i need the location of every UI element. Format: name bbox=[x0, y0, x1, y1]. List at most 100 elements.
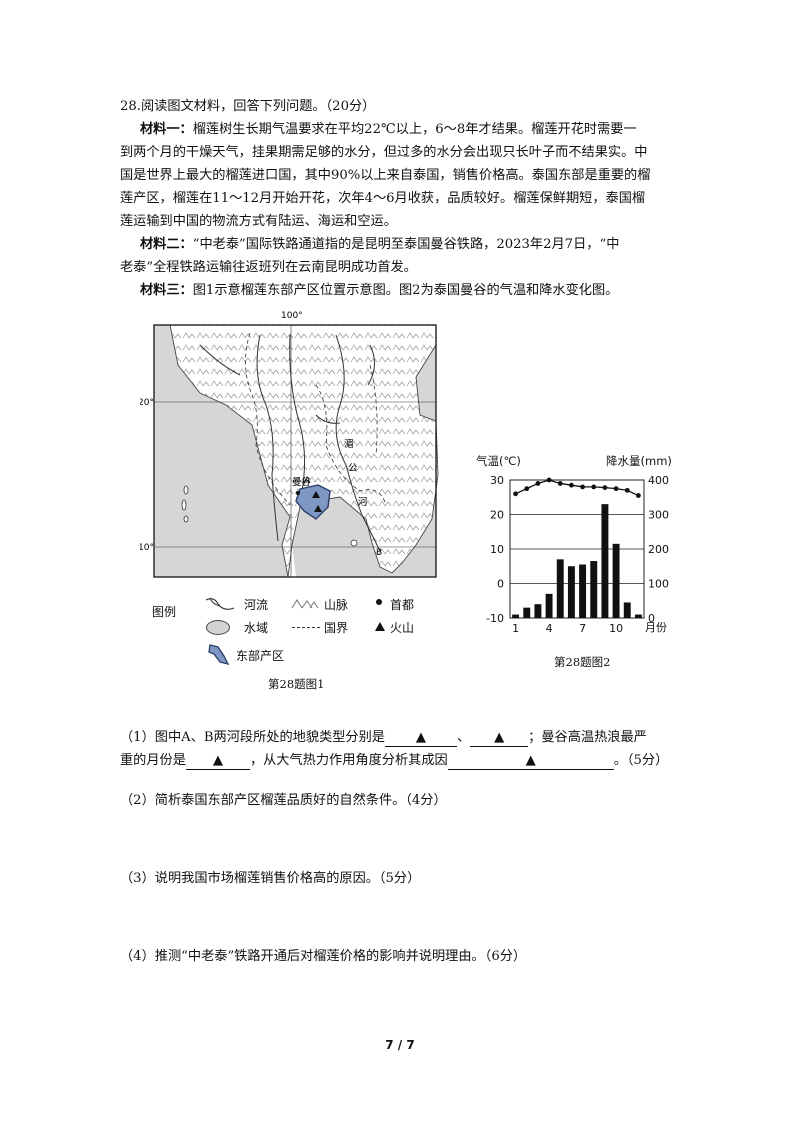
mekong-char-3: 河 bbox=[358, 496, 368, 508]
volcano-icon-2 bbox=[314, 505, 322, 512]
triangle-marker: ▲ bbox=[525, 753, 536, 768]
temp-point bbox=[513, 491, 518, 497]
temp-tick-label: 20 bbox=[490, 509, 504, 522]
legend-water: 水域 bbox=[244, 621, 269, 635]
answer-blank-4[interactable]: ▲ bbox=[447, 753, 614, 770]
temp-point bbox=[624, 487, 630, 493]
triangle-marker: ▲ bbox=[415, 730, 427, 745]
mekong-char-2: 公 bbox=[348, 463, 358, 474]
month-tick-label: 4 bbox=[546, 622, 553, 635]
month-tick-label: 10 bbox=[609, 622, 623, 635]
page-number: 7 / 7 bbox=[385, 1038, 415, 1052]
material-1-line-1: 材料一：榴莲树生长期气温要求在平均22℃以上，6～8年才结果。榴莲开花时需要一 bbox=[140, 119, 637, 141]
temp-point bbox=[524, 486, 530, 492]
river-3 bbox=[335, 334, 381, 552]
q1-text-c: ；曼谷高温热浪最严 bbox=[528, 730, 647, 745]
border-2 bbox=[315, 384, 387, 506]
temp-tick-label: -10 bbox=[486, 612, 504, 625]
material-1-label: 材料一： bbox=[140, 122, 193, 137]
capital-legend-icon bbox=[376, 599, 382, 605]
temp-point bbox=[613, 486, 619, 492]
temp-point bbox=[546, 477, 552, 483]
lat-10-label: 10° bbox=[140, 543, 154, 553]
material-2-label: 材料二： bbox=[140, 237, 193, 252]
precip-tick-label: 300 bbox=[648, 509, 669, 522]
precip-tick-label: 100 bbox=[648, 578, 669, 591]
river-legend-icon bbox=[205, 597, 235, 610]
precip-bar bbox=[634, 614, 642, 618]
precip-bar bbox=[623, 602, 631, 618]
legend-river: 河流 bbox=[244, 598, 269, 612]
precip-bar bbox=[545, 593, 553, 618]
precip-tick-label: 400 bbox=[648, 474, 669, 487]
material-2-line-1: 材料二：“中老泰”国际铁路通道指的是昆明至泰国曼谷铁路，2023年2月7日，“中 bbox=[140, 234, 619, 256]
triangle-marker: ▲ bbox=[212, 753, 224, 768]
region-legend-icon bbox=[208, 644, 230, 665]
temp-point bbox=[580, 484, 585, 490]
x-axis-label: 月份 bbox=[645, 621, 667, 634]
volcano-legend-icon bbox=[375, 622, 385, 631]
mekong-char-1: 湄 bbox=[344, 439, 354, 450]
border-3 bbox=[369, 364, 378, 456]
mountain-legend-icon bbox=[291, 599, 319, 609]
temp-point bbox=[569, 482, 574, 488]
material-1-line-4: 莲产区，榴莲在11～12月开始开花，次年4～6月收获，品质较好。榴莲保鲜期短，泰… bbox=[120, 191, 646, 206]
temp-point bbox=[602, 485, 608, 490]
precip-axis-label: 降水量(mm) bbox=[606, 454, 672, 468]
plot-frame bbox=[509, 479, 645, 619]
legend-capital: 首都 bbox=[390, 598, 415, 612]
volcano-icon bbox=[312, 491, 320, 498]
climate-chart: 气温(℃) 降水量(mm) 月份 3020100-104003002001000… bbox=[476, 454, 672, 635]
question-1-line-1: （1）图中A、B两河段所处的地貌类型分别是 ▲ 、 ▲ ；曼谷高温热浪最严 bbox=[120, 727, 647, 749]
precip-bar bbox=[579, 564, 587, 618]
question-title: 28.阅读图文材料，回答下列问题。（20分） bbox=[120, 99, 376, 114]
label-b: B bbox=[376, 548, 382, 558]
precip-bar bbox=[556, 559, 564, 618]
material-3-label: 材料三： bbox=[140, 283, 193, 298]
material-3-text: 图1示意榴莲东部产区位置示意图。图2为泰国曼谷的气温和降水变化图。 bbox=[192, 283, 619, 298]
figure-2-caption: 第28题图2 bbox=[554, 655, 611, 669]
temp-tick-label: 10 bbox=[490, 543, 504, 556]
q1-text-e: ，从大气热力作用角度分析其成因 bbox=[249, 753, 448, 768]
legend-border: 国界 bbox=[324, 621, 349, 635]
legend-title: 图例 bbox=[152, 605, 177, 619]
gulf-of-thailand bbox=[292, 325, 438, 577]
precip-bar bbox=[590, 561, 598, 618]
material-3-line-1: 材料三：图1示意榴莲东部产区位置示意图。图2为泰国曼谷的气温和降水变化图。 bbox=[140, 280, 618, 302]
river-5 bbox=[199, 344, 241, 376]
temp-tick-label: 0 bbox=[497, 578, 504, 591]
river-1 bbox=[256, 334, 279, 542]
precip-tick-label: 0 bbox=[648, 612, 655, 625]
material-1-text: 榴莲树生长期气温要求在平均22℃以上，6～8年才结果。榴莲开花时需要一 bbox=[192, 122, 637, 137]
eastern-production-region bbox=[295, 484, 331, 520]
q1-text-d: 重的月份是 bbox=[120, 753, 186, 768]
river-2 bbox=[289, 334, 306, 492]
legend-volcano: 火山 bbox=[390, 621, 415, 635]
material-2-text: “中老泰”国际铁路通道指的是昆明至泰国曼谷铁路，2023年2月7日，“中 bbox=[192, 237, 620, 252]
label-a: A bbox=[304, 476, 311, 486]
river-6 bbox=[315, 414, 341, 424]
border-1 bbox=[245, 332, 291, 506]
temp-point bbox=[557, 481, 563, 486]
material-1-line-5: 莲运输到中国的物流方式有陆运、海运和空运。 bbox=[120, 214, 397, 229]
lat-20-label: 20° bbox=[140, 398, 154, 408]
precip-bar bbox=[512, 614, 520, 618]
temp-axis-label: 气温(℃) bbox=[476, 454, 521, 468]
material-2-line-2: 老泰”全程铁路运输往返班列在云南昆明成功首发。 bbox=[120, 260, 417, 275]
lon-label: 100° bbox=[281, 311, 303, 321]
q1-text-a: （1）图中A、B两河段所处的地貌类型分别是 bbox=[120, 730, 385, 745]
q1-text-f: 。（5分） bbox=[613, 753, 669, 768]
legend-region: 东部产区 bbox=[236, 649, 285, 663]
q1-text-b: 、 bbox=[456, 730, 471, 745]
temp-line bbox=[515, 479, 639, 497]
precip-bar bbox=[534, 604, 542, 618]
answer-blank-3[interactable]: ▲ bbox=[185, 753, 250, 770]
answer-blank-2[interactable]: ▲ bbox=[470, 730, 529, 747]
temp-point bbox=[636, 493, 641, 498]
legend-mountain: 山脉 bbox=[324, 598, 349, 612]
river-4 bbox=[367, 344, 375, 386]
answer-blank-1[interactable]: ▲ bbox=[384, 730, 457, 747]
month-tick-label: 1 bbox=[512, 622, 519, 635]
water-legend-icon bbox=[206, 620, 230, 635]
triangle-marker: ▲ bbox=[494, 730, 505, 745]
